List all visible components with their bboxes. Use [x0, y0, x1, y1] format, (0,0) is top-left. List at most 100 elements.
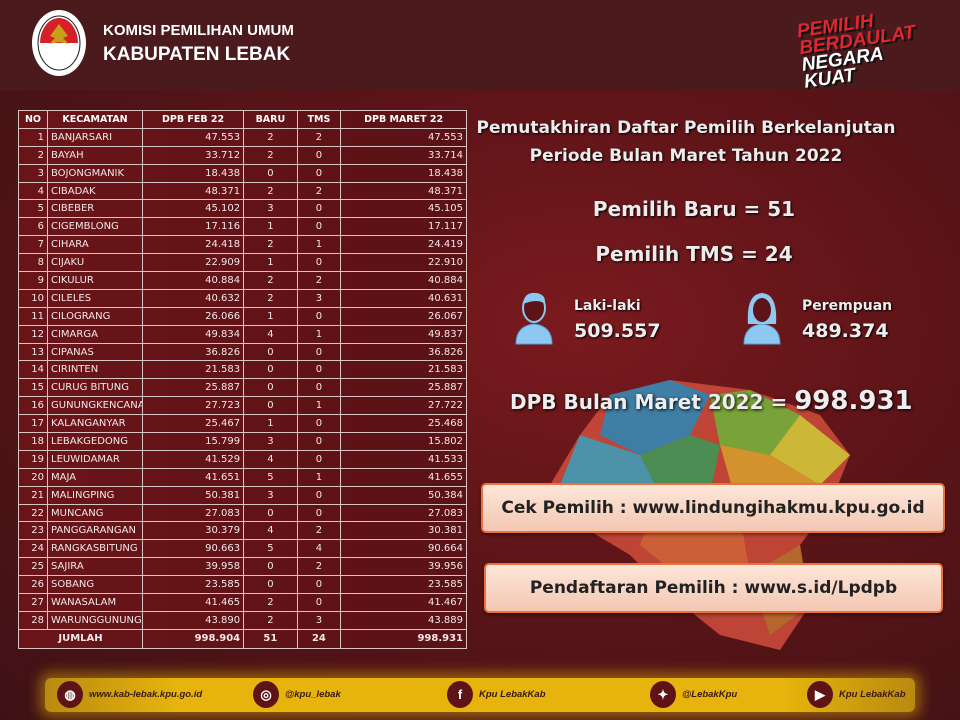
- cell-dpb-maret: 21.583: [340, 360, 467, 380]
- cell-no: 18: [18, 432, 48, 451]
- cell-kecamatan: BOJONGMANIK: [47, 163, 143, 183]
- cell-tms: 0: [296, 503, 342, 523]
- cell-dpb-maret: 49.837: [340, 324, 467, 344]
- cell-dpb-feb: 33.712: [141, 145, 245, 165]
- cell-dpb-maret: 26.067: [340, 306, 467, 326]
- cell-dpb-maret: 25.468: [340, 414, 467, 434]
- table-row: 19 LEUWIDAMAR 41.529 4 0 41.533: [18, 449, 467, 469]
- male-icon: [515, 292, 553, 345]
- cell-dpb-maret: 47.553: [340, 127, 467, 147]
- cell-no: 16: [18, 396, 48, 416]
- cell-kecamatan: CIMARGA: [47, 324, 143, 344]
- cell-no: 25: [18, 557, 48, 577]
- cell-kecamatan: CIBEBER: [47, 199, 143, 219]
- cell-kecamatan: CIHARA: [47, 235, 143, 255]
- globe-icon: ◍: [57, 681, 83, 708]
- cell-kecamatan: BAYAH: [47, 145, 143, 165]
- cell-no: 22: [18, 503, 48, 523]
- cell-no: 23: [18, 521, 48, 541]
- cell-dpb-feb: 27.723: [141, 396, 245, 416]
- table-row: 25 SAJIRA 39.958 0 2 39.956: [18, 557, 467, 577]
- cell-tms: 4: [296, 539, 342, 559]
- cell-kecamatan: WARUNGGUNUNG: [47, 610, 143, 630]
- footer-youtube[interactable]: ▶ Kpu LebakKab: [807, 681, 906, 708]
- cell-no: 21: [18, 485, 48, 505]
- table-header: NO KECAMATAN DPB FEB 22 BARU TMS DPB MARET 22: [18, 110, 467, 129]
- cell-dpb-feb: 27.083: [141, 503, 245, 523]
- table-row: 7 CIHARA 24.418 2 1 24.419: [18, 235, 467, 255]
- cell-no: 26: [18, 575, 48, 595]
- cell-baru: 3: [243, 199, 298, 219]
- col-dpb-maret: DPB MARET 22: [340, 110, 467, 129]
- table-row: 10 CILELES 40.632 2 3 40.631: [18, 288, 467, 308]
- cell-no: 7: [18, 235, 48, 255]
- table-row: 15 CURUG BITUNG 25.887 0 0 25.887: [18, 378, 467, 398]
- cell-tms: 0: [296, 145, 342, 165]
- footer-website[interactable]: ◍ www.kab-lebak.kpu.go.id: [57, 681, 202, 708]
- cell-baru: 2: [243, 593, 298, 612]
- cell-no: 28: [18, 610, 48, 630]
- cek-pemilih-link[interactable]: Cek Pemilih : www.lindungihakmu.kpu.go.i…: [481, 483, 945, 533]
- cell-dpb-feb: 90.663: [141, 539, 245, 559]
- total-feb: 998.904: [141, 628, 245, 649]
- pendaftaran-pemilih-link[interactable]: Pendaftaran Pemilih : www.s.id/Lpdpb: [484, 563, 943, 613]
- table-row: 16 GUNUNGKENCANA 27.723 0 1 27.722: [18, 396, 467, 416]
- cell-tms: 0: [296, 163, 342, 183]
- cell-kecamatan: MUNCANG: [47, 503, 143, 523]
- cell-baru: 2: [243, 127, 298, 147]
- cell-dpb-maret: 48.371: [340, 181, 467, 201]
- cell-baru: 4: [243, 324, 298, 344]
- cell-dpb-feb: 39.958: [141, 557, 245, 577]
- cell-no: 13: [18, 342, 48, 362]
- cell-kecamatan: RANGKASBITUNG: [47, 539, 143, 559]
- footer-instagram[interactable]: ◎ @kpu_lebak: [253, 681, 341, 708]
- table-row: 14 CIRINTEN 21.583 0 0 21.583: [18, 360, 467, 380]
- cell-kecamatan: LEUWIDAMAR: [47, 449, 143, 469]
- cell-tms: 1: [296, 324, 342, 344]
- cell-baru: 5: [243, 539, 298, 559]
- kpu-logo: [32, 10, 86, 76]
- youtube-icon: ▶: [807, 681, 833, 708]
- table-row: 21 MALINGPING 50.381 3 0 50.384: [18, 485, 467, 505]
- table-row: 18 LEBAKGEDONG 15.799 3 0 15.802: [18, 432, 467, 451]
- cell-dpb-maret: 27.722: [340, 396, 467, 416]
- col-tms: TMS: [296, 110, 342, 129]
- table-row: 5 CIBEBER 45.102 3 0 45.105: [18, 199, 467, 219]
- cell-baru: 0: [243, 163, 298, 183]
- cell-dpb-maret: 41.533: [340, 449, 467, 469]
- cell-baru: 1: [243, 306, 298, 326]
- footer-text: Kpu LebakKab: [839, 689, 906, 700]
- cell-baru: 0: [243, 557, 298, 577]
- table-row: 23 PANGGARANGAN 30.379 4 2 30.381: [18, 521, 467, 541]
- cell-kecamatan: GUNUNGKENCANA: [47, 396, 143, 416]
- cell-baru: 2: [243, 271, 298, 290]
- table-row: 13 CIPANAS 36.826 0 0 36.826: [18, 342, 467, 362]
- cell-tms: 3: [296, 288, 342, 308]
- female-label: Perempuan: [802, 298, 893, 314]
- cell-kecamatan: CIGEMBLONG: [47, 217, 143, 237]
- pemilih-baru: Pemilih Baru = 51: [592, 197, 796, 221]
- table-row: 22 MUNCANG 27.083 0 0 27.083: [18, 503, 467, 523]
- dpb-value: 998.931: [794, 386, 913, 416]
- cell-tms: 0: [296, 360, 342, 380]
- cell-baru: 1: [243, 217, 298, 237]
- cell-baru: 0: [243, 503, 298, 523]
- cell-kecamatan: BANJARSARI: [47, 127, 143, 147]
- cell-no: 15: [18, 378, 48, 398]
- cell-tms: 0: [296, 414, 342, 434]
- cell-dpb-maret: 50.384: [340, 485, 467, 505]
- footer-twitter[interactable]: ✦ @LebakKpu: [650, 681, 737, 708]
- cell-dpb-feb: 40.632: [141, 288, 245, 308]
- table-row: 8 CIJAKU 22.909 1 0 22.910: [18, 253, 467, 273]
- cell-kecamatan: CIPANAS: [47, 342, 143, 362]
- female-value: 489.374: [802, 320, 889, 342]
- footer-facebook[interactable]: f Kpu LebakKab: [447, 681, 546, 708]
- table-row: 4 CIBADAK 48.371 2 2 48.371: [18, 181, 467, 201]
- table-total-row: JUMLAH 998.904 51 24 998.931: [18, 628, 467, 649]
- cell-tms: 0: [296, 575, 342, 595]
- cell-dpb-maret: 30.381: [340, 521, 467, 541]
- cell-dpb-maret: 45.105: [340, 199, 467, 219]
- cell-dpb-maret: 41.467: [340, 593, 467, 612]
- dpb-label: DPB Bulan Maret 2022 =: [510, 390, 795, 414]
- cell-baru: 4: [243, 521, 298, 541]
